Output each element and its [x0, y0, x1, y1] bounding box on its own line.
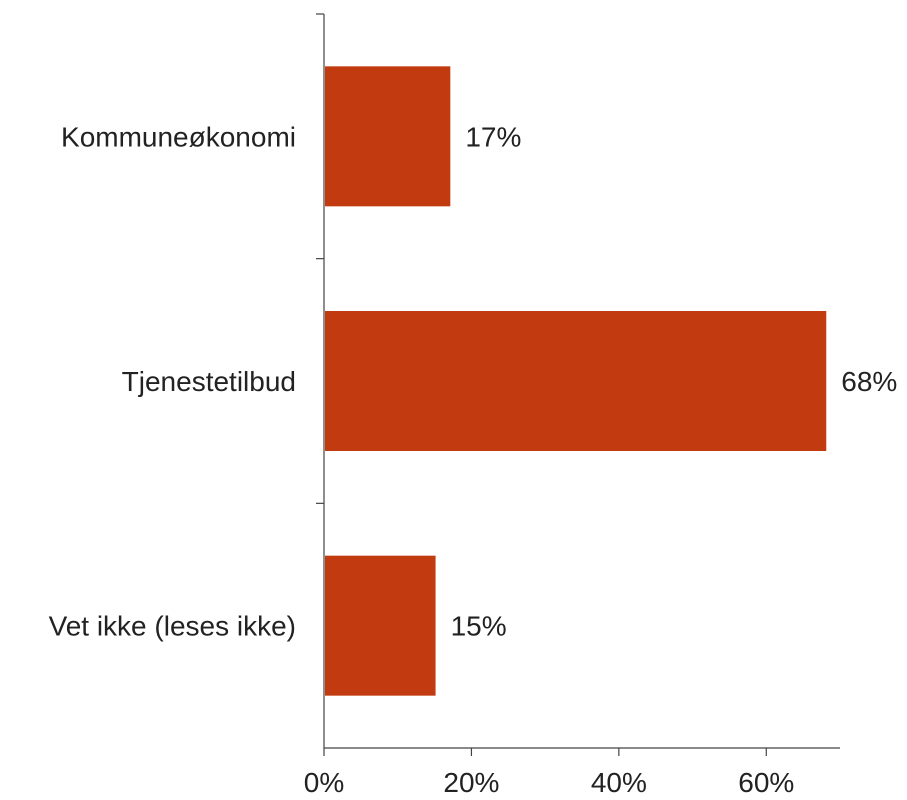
bar [325, 66, 451, 207]
category-label: Tjenestetilbud [122, 366, 296, 397]
data-label: 15% [451, 611, 507, 642]
bar [325, 555, 436, 696]
x-tick-label: 40% [591, 767, 647, 798]
bar [325, 311, 827, 451]
x-tick-label: 60% [738, 767, 794, 798]
category-label: Vet ikke (leses ikke) [49, 611, 296, 642]
x-tick-label: 0% [304, 767, 344, 798]
category-label: Kommuneøkonomi [61, 121, 296, 152]
data-label: 68% [841, 366, 897, 397]
x-tick-label: 20% [443, 767, 499, 798]
data-label: 17% [465, 121, 521, 152]
plot-area: 0% 20% 40% 60% Kommuneøkonomi 17% Tjenestetilb… [49, 13, 897, 798]
